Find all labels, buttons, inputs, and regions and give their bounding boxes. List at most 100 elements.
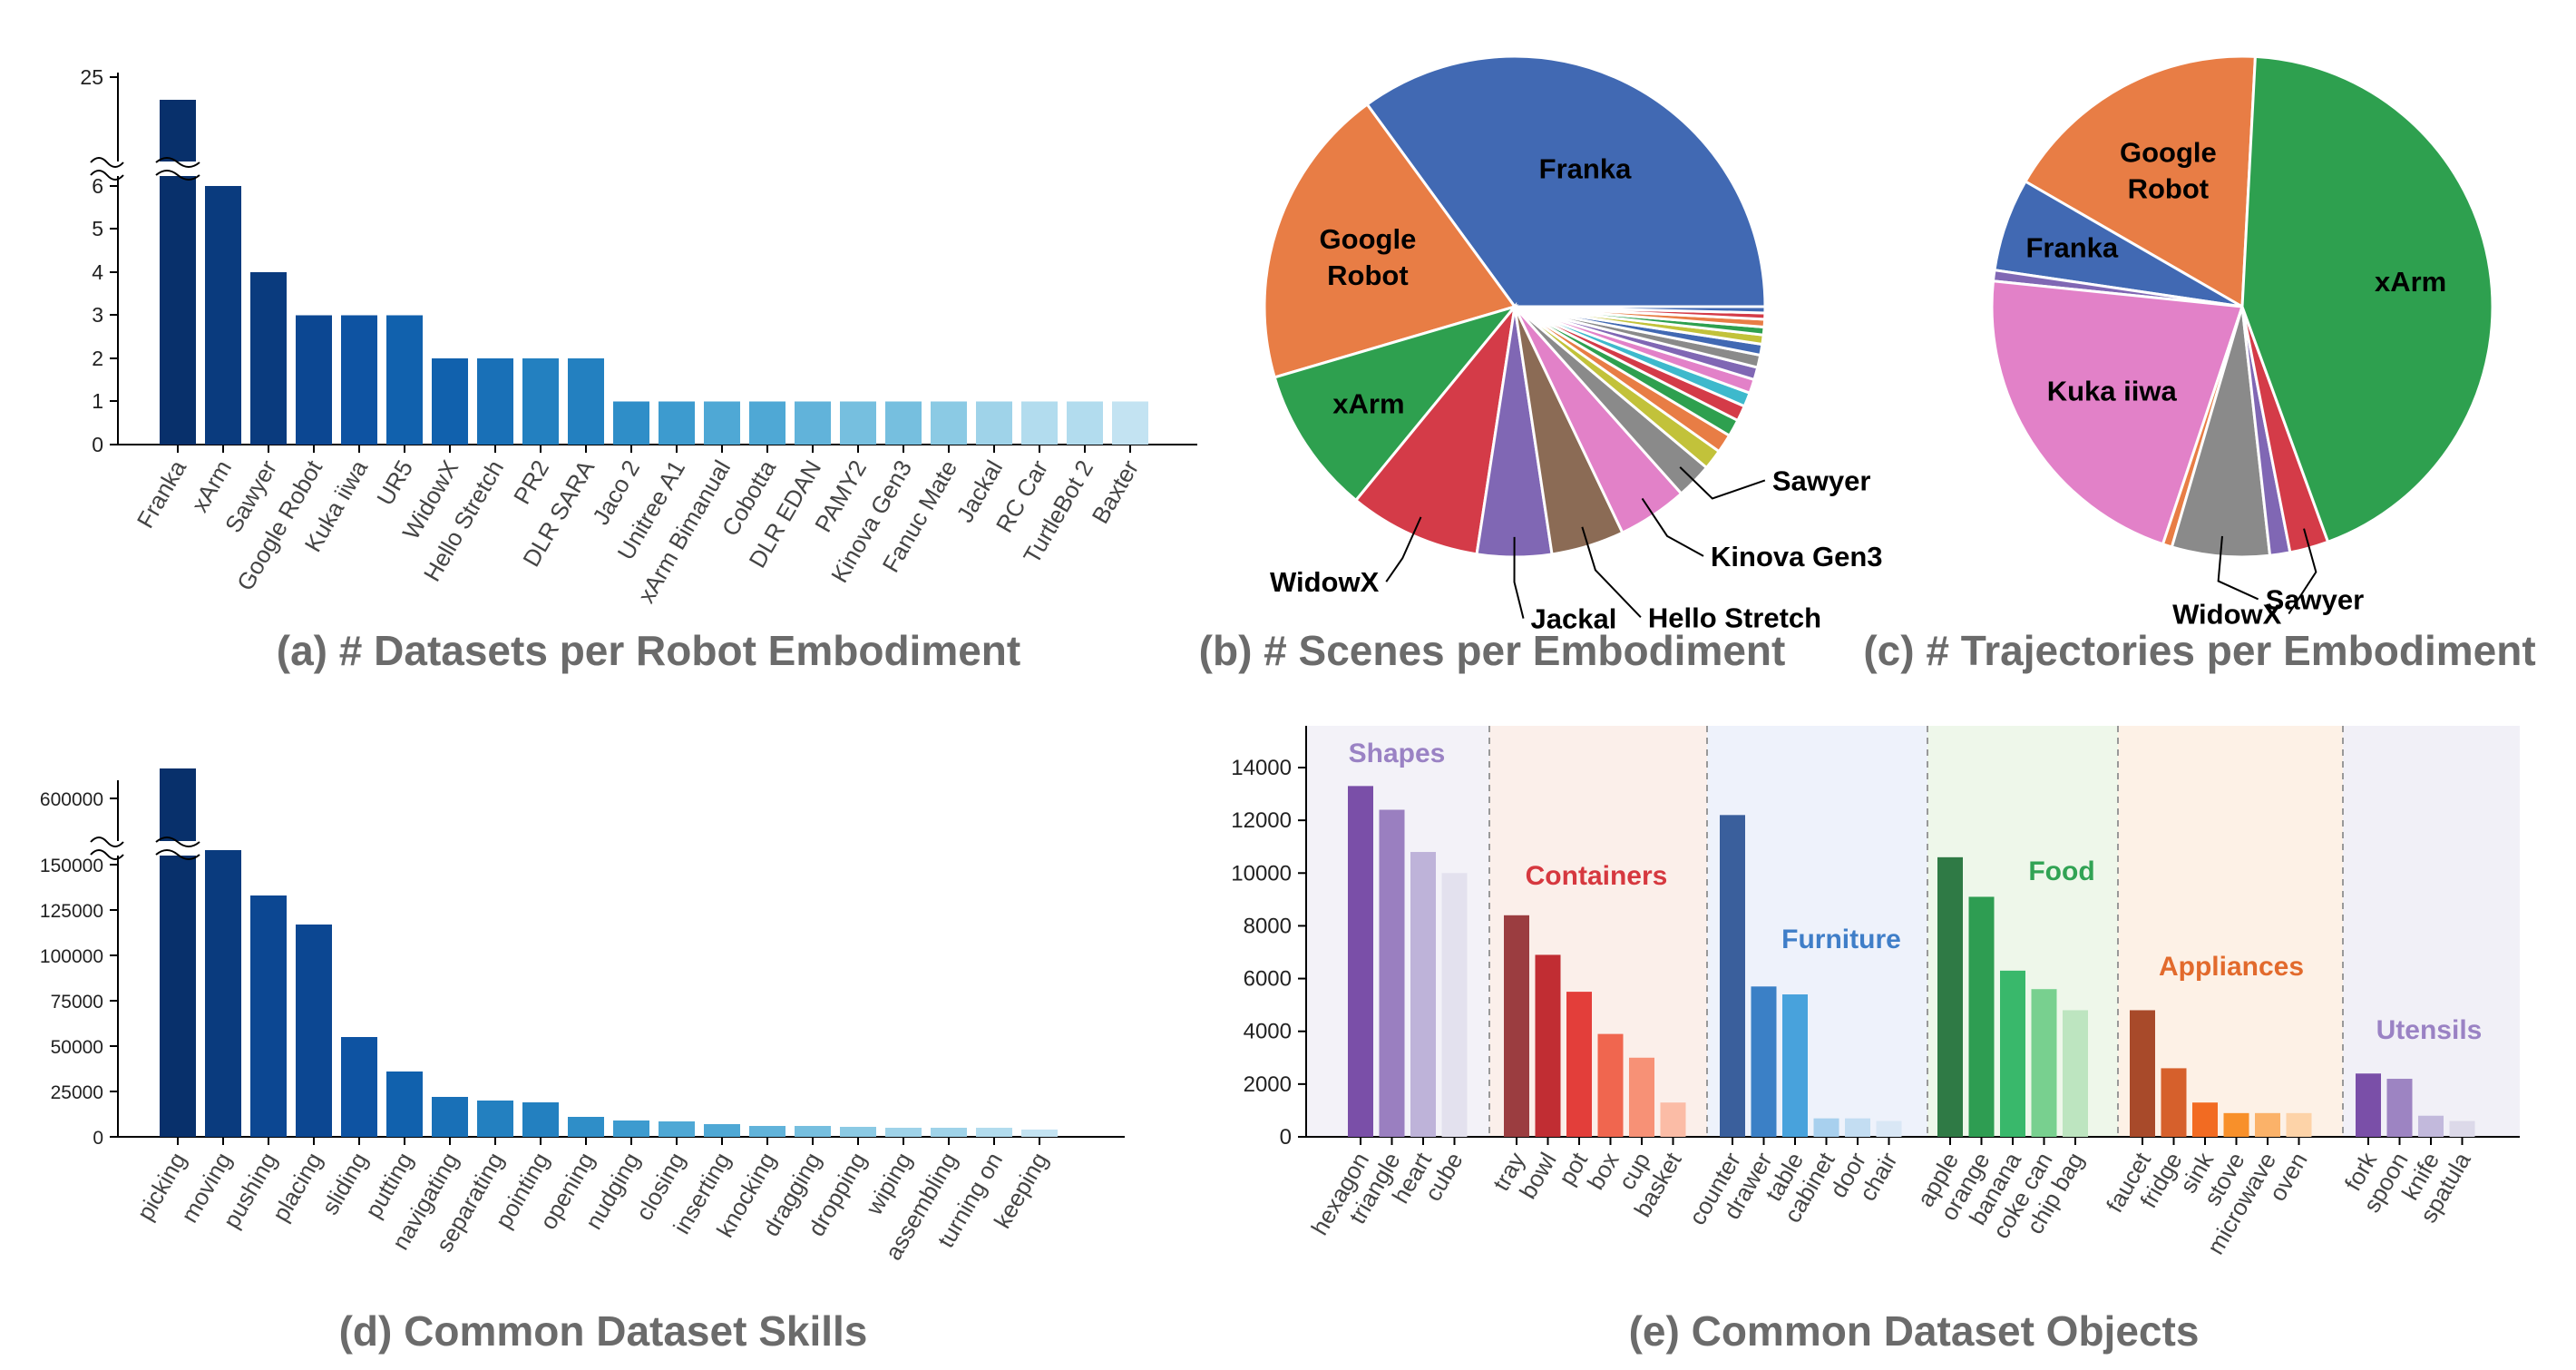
bar-fork xyxy=(2356,1073,2381,1137)
bar-oven xyxy=(2286,1112,2312,1137)
y-tick-label: 0 xyxy=(1280,1125,1292,1150)
bar-turning-on xyxy=(976,1128,1012,1137)
bar-google-robot xyxy=(296,315,332,445)
chart-b: Franka Google Robot xArm WidowX Jackal Hello S… xyxy=(1263,54,1883,635)
pie-slice-franka xyxy=(1365,54,1767,308)
y-tick-label: 0 xyxy=(92,433,103,456)
bar-widowx xyxy=(432,358,468,445)
bar-separating xyxy=(477,1101,513,1137)
y-tick-label: 25 xyxy=(80,65,103,89)
group-background-appliances xyxy=(2118,726,2343,1137)
axis-break-mark xyxy=(90,170,124,181)
y-tick-label: 75000 xyxy=(51,992,103,1013)
bar-pamy2 xyxy=(840,401,876,445)
bar-break-mark xyxy=(155,837,200,847)
group-label-furniture: Furniture xyxy=(1781,925,1901,954)
pie-label: Franka xyxy=(1539,152,1632,184)
pie-leader-line xyxy=(1641,497,1704,557)
pie-label: Franka xyxy=(2025,232,2118,264)
pie-label: Kinova Gen3 xyxy=(1711,541,1883,572)
bar-franka xyxy=(160,100,196,445)
pie-label: Robot xyxy=(2128,173,2210,205)
bar-putting xyxy=(386,1072,423,1137)
bar-knocking xyxy=(749,1126,785,1137)
bar-cobotta xyxy=(749,401,785,445)
y-tick-label: 100000 xyxy=(40,946,103,967)
y-tick-label: 1 xyxy=(92,389,103,413)
y-tick-label: 2000 xyxy=(1244,1072,1292,1097)
bar-sliding xyxy=(341,1037,377,1137)
y-tick-label: 12000 xyxy=(1231,808,1292,833)
bar-chip-bag xyxy=(2063,1010,2088,1137)
bar-hello-stretch xyxy=(477,358,513,445)
bar-apple xyxy=(1937,856,1963,1137)
y-tick-label: 6 xyxy=(92,174,103,198)
bar-cup xyxy=(1629,1057,1654,1137)
bar-xarm-bimanual xyxy=(704,401,740,445)
bar-break-mark xyxy=(155,849,200,860)
bar-nudging xyxy=(613,1120,649,1137)
bar-fanuc-mate xyxy=(931,401,967,445)
y-tick-label: 2 xyxy=(92,347,103,370)
x-tick-label: UR5 xyxy=(371,455,418,510)
bar-jaco-2 xyxy=(613,401,649,445)
pie-label: WidowX xyxy=(2172,599,2282,631)
y-tick-label: 8000 xyxy=(1244,914,1292,938)
bar-wiping xyxy=(885,1128,922,1137)
pie-label: WidowX xyxy=(1270,566,1380,598)
bar-cabinet xyxy=(1813,1118,1839,1137)
bar-placing xyxy=(296,925,332,1137)
y-tick-label: 5 xyxy=(92,217,103,240)
group-label-containers: Containers xyxy=(1526,861,1668,891)
pie-label: Sawyer xyxy=(1772,465,1871,496)
bar-dlr-sara xyxy=(568,358,604,445)
bar-chair xyxy=(1876,1120,1902,1137)
bar-xarm xyxy=(205,186,241,445)
bar-tray xyxy=(1504,915,1529,1137)
bar-cube xyxy=(1441,873,1468,1137)
pie-leader-line xyxy=(1513,536,1525,619)
caption-b: (b) # Scenes per Embodiment xyxy=(1198,627,1786,674)
pie-label: Sawyer xyxy=(2266,583,2365,615)
y-tick-label: 125000 xyxy=(40,901,103,922)
caption-e: (e) Common Dataset Objects xyxy=(1628,1307,2200,1355)
bar-hexagon xyxy=(1348,786,1373,1137)
y-tick-label: 14000 xyxy=(1231,756,1292,780)
axis-break-mark xyxy=(90,837,124,847)
bar-opening xyxy=(568,1117,604,1137)
bar-break-mark xyxy=(155,170,200,181)
bar-faucet xyxy=(2130,1010,2155,1137)
pie-slice-xarm xyxy=(2240,54,2494,544)
bar-pr2 xyxy=(522,358,559,445)
bar-navigating xyxy=(432,1097,468,1137)
bar-turtlebot-2 xyxy=(1067,401,1103,445)
pie-leader-line xyxy=(1385,516,1422,582)
pie-leader-line xyxy=(1679,466,1766,500)
bar-microwave xyxy=(2255,1112,2280,1137)
pie-slice-xarm xyxy=(1273,304,1519,503)
pie-label: xArm xyxy=(1332,388,1404,420)
caption-c: (c) # Trajectories per Embodiment xyxy=(1863,627,2536,674)
bar-table xyxy=(1782,994,1808,1137)
bar-closing xyxy=(659,1121,695,1137)
bar-kuka-iiwa xyxy=(341,315,377,445)
bar-spoon xyxy=(2386,1079,2413,1137)
bar-ur5 xyxy=(386,315,423,445)
bar-drawer xyxy=(1751,986,1777,1137)
pie-leader-line xyxy=(1581,526,1642,618)
bar-fridge xyxy=(2161,1068,2187,1137)
group-label-utensils: Utensils xyxy=(2376,1015,2483,1045)
bar-keeping xyxy=(1021,1130,1058,1137)
pie-label: xArm xyxy=(2375,266,2446,298)
bar-heart xyxy=(1410,852,1436,1137)
bar-counter xyxy=(1720,815,1745,1137)
bar-coke-can xyxy=(2031,989,2057,1137)
bar-banana xyxy=(2000,970,2025,1137)
bar-picking xyxy=(160,768,196,1137)
bar-box xyxy=(1597,1033,1624,1137)
bar-rc-car xyxy=(1021,401,1058,445)
group-label-shapes: Shapes xyxy=(1349,739,1446,768)
bar-dropping xyxy=(840,1127,876,1137)
